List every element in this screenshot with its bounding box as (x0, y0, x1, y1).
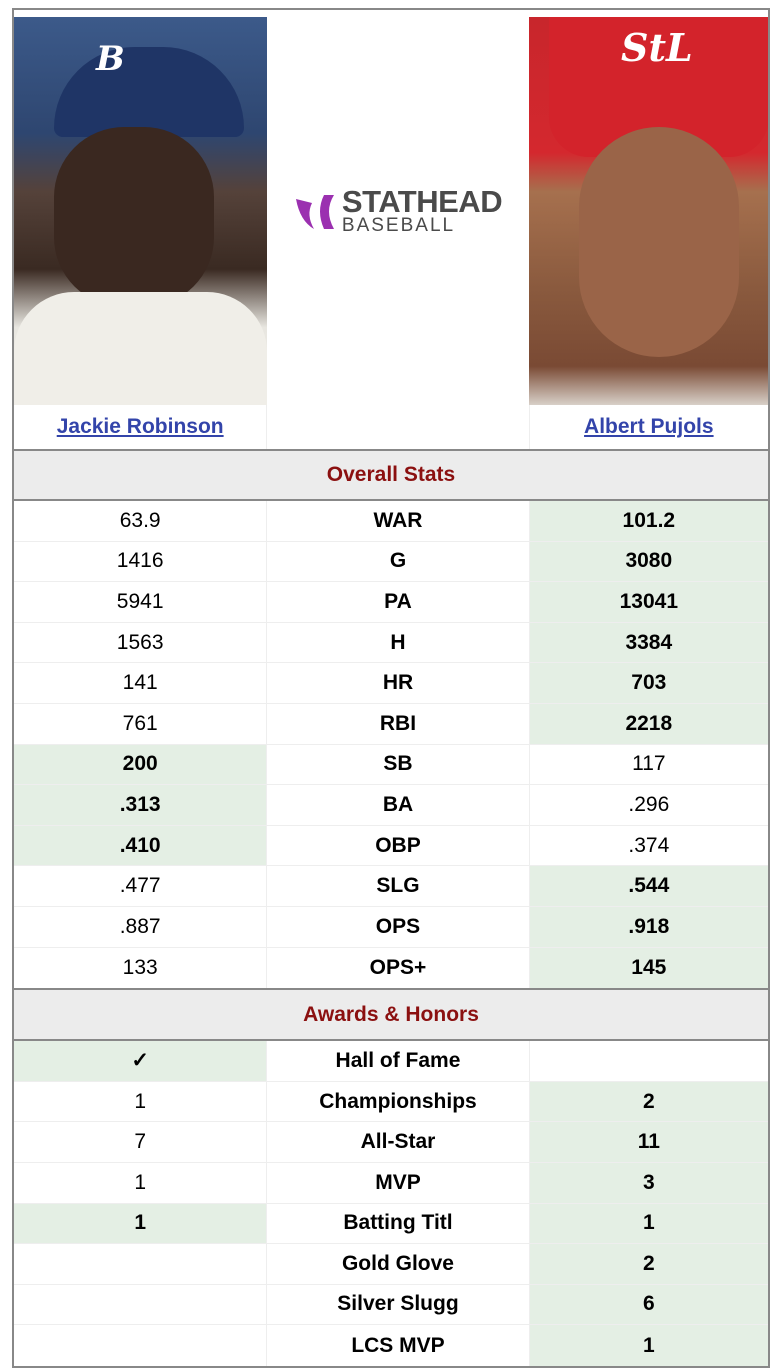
table-row: 141 HR 703 (14, 663, 768, 704)
right-value: 117 (632, 752, 666, 776)
right-value: 3384 (529, 622, 768, 663)
right-value: 2 (529, 1081, 768, 1122)
right-value: 703 (529, 663, 768, 703)
right-value: 6 (529, 1284, 768, 1325)
stat-label: OBP (266, 825, 530, 866)
left-value: .477 (119, 874, 161, 898)
stat-label: WAR (266, 501, 530, 541)
right-value: 3080 (529, 541, 768, 582)
section-header-overall: Overall Stats (14, 451, 768, 501)
stat-label: MVP (266, 1162, 530, 1203)
table-row: 7 All-Star 11 (14, 1122, 768, 1163)
left-value: 1 (14, 1203, 267, 1244)
logo-subtitle: BASEBALL (341, 215, 456, 236)
table-row: 5941 PA 13041 (14, 582, 768, 623)
stat-label: G (266, 541, 530, 582)
player-photo-left: B (14, 17, 267, 405)
right-value: 13041 (529, 582, 768, 622)
left-value: ✓ (14, 1041, 267, 1081)
stathead-logo: STATHEAD BASEBALL (267, 17, 529, 405)
right-value: .918 (529, 906, 768, 947)
player-photo-right: StL (529, 17, 768, 405)
left-value: 133 (122, 955, 158, 979)
left-value: 1563 (116, 630, 164, 654)
right-value: 11 (529, 1122, 768, 1162)
stat-label: SB (266, 744, 530, 785)
baseball-logo-icon (295, 195, 334, 229)
right-value: 101.2 (529, 501, 768, 541)
left-value: 63.9 (119, 508, 161, 532)
right-value: 1 (529, 1203, 768, 1244)
table-row: 133 OPS+ 145 (14, 947, 768, 989)
table-row: LCS MVP 1 (14, 1325, 768, 1366)
left-value: 1 (134, 1170, 146, 1194)
section-header-awards: Awards & Honors (14, 988, 768, 1042)
table-row: 1 MVP 3 (14, 1162, 768, 1204)
right-value: .374 (628, 833, 670, 857)
left-value: 1416 (116, 549, 164, 573)
stat-label: LCS MVP (266, 1325, 530, 1366)
right-value: 2218 (529, 703, 768, 744)
table-row: .410 OBP .374 (14, 825, 768, 867)
table-row: 1 Batting Titl 1 (14, 1203, 768, 1245)
right-value (530, 1041, 768, 1081)
right-value: 2 (529, 1244, 768, 1284)
table-row: 1 Championships 2 (14, 1081, 768, 1123)
stat-label: Championships (266, 1081, 530, 1122)
stat-label: Silver Slugg (266, 1284, 530, 1325)
player-link-right[interactable]: Albert Pujols (584, 415, 714, 438)
table-row: .477 SLG .544 (14, 866, 768, 907)
left-value (14, 1325, 266, 1366)
stat-label: Gold Glove (266, 1244, 530, 1284)
table-row: 761 RBI 2218 (14, 703, 768, 745)
table-row: 200 SB 117 (14, 744, 768, 786)
logo-title: STATHEAD (341, 184, 503, 219)
left-value: 1 (134, 1089, 146, 1113)
left-value: 5941 (116, 589, 164, 613)
stat-label: OPS+ (266, 947, 530, 989)
table-row: .313 BA .296 (14, 785, 768, 826)
table-row: 1416 G 3080 (14, 541, 768, 583)
left-value: .313 (14, 785, 267, 825)
left-value: .410 (14, 825, 267, 866)
stat-label: Hall of Fame (266, 1041, 530, 1081)
left-value: 200 (14, 744, 267, 785)
table-row: Silver Slugg 6 (14, 1284, 768, 1326)
left-value: 7 (134, 1130, 146, 1154)
stat-label: HR (266, 663, 530, 703)
right-value: 145 (529, 947, 768, 989)
stat-label: PA (266, 582, 530, 622)
right-value: 3 (529, 1162, 768, 1203)
stat-label: RBI (266, 703, 530, 744)
table-row: 63.9 WAR 101.2 (14, 501, 768, 542)
stat-label: Batting Titl (266, 1203, 530, 1244)
right-value: .296 (628, 792, 670, 816)
stat-label: SLG (266, 866, 530, 906)
table-row: ✓ Hall of Fame (14, 1041, 768, 1082)
right-value: 1 (529, 1325, 768, 1366)
right-value: .544 (529, 866, 768, 906)
left-value (14, 1244, 266, 1284)
comparison-table: B STATHEAD BASEBALL StL Jackie Robinson … (12, 8, 770, 1368)
left-value: .887 (119, 914, 161, 938)
stat-label: BA (266, 785, 530, 825)
table-row: .887 OPS .918 (14, 906, 768, 948)
table-row: 1563 H 3384 (14, 622, 768, 664)
left-value: 141 (122, 671, 158, 695)
table-row: Gold Glove 2 (14, 1244, 768, 1285)
left-value: 761 (122, 711, 158, 735)
stat-label: H (266, 622, 530, 663)
stat-label: All-Star (266, 1122, 530, 1162)
cap-logo: B (96, 39, 125, 79)
player-link-left[interactable]: Jackie Robinson (56, 415, 224, 438)
cap-logo: StL (621, 25, 693, 70)
stat-label: OPS (266, 906, 530, 947)
left-value (14, 1285, 266, 1325)
